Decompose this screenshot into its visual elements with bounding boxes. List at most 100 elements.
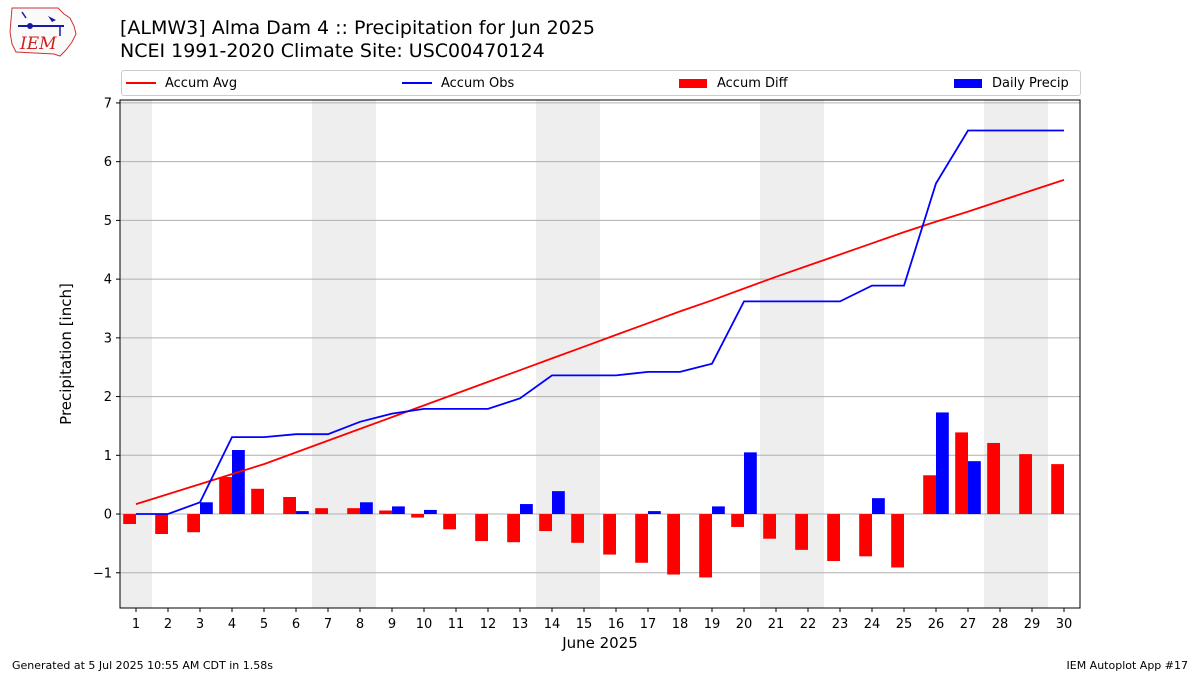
bar-daily-precip-day-14 xyxy=(552,491,565,515)
chart-subtitle: NCEI 1991-2020 Climate Site: USC00470124 xyxy=(120,40,545,62)
x-tick-label-16: 16 xyxy=(608,617,625,632)
x-tick-label-15: 15 xyxy=(576,617,593,632)
x-tick-label-5: 5 xyxy=(260,617,268,632)
bar-daily-precip-day-4 xyxy=(232,450,245,515)
x-tick-label-20: 20 xyxy=(736,617,753,632)
bar-accum-diff-day-21 xyxy=(763,514,776,539)
bar-accum-diff-day-6 xyxy=(283,497,296,515)
y-tick-label-7: 7 xyxy=(104,96,112,111)
x-tick-label-10: 10 xyxy=(416,617,433,632)
bar-daily-precip-day-6 xyxy=(296,511,309,515)
bar-daily-precip-day-9 xyxy=(392,506,405,515)
x-tick-label-1: 1 xyxy=(132,617,140,632)
legend-item-accum-obs: Accum Obs xyxy=(402,71,514,95)
x-tick-label-30: 30 xyxy=(1056,617,1073,632)
bar-accum-diff-day-18 xyxy=(667,514,680,575)
bar-daily-precip-day-10 xyxy=(424,509,437,515)
x-tick-label-28: 28 xyxy=(992,617,1009,632)
bar-accum-diff-day-7 xyxy=(315,508,328,515)
bar-accum-diff-day-17 xyxy=(635,514,648,563)
bar-accum-diff-day-25 xyxy=(891,514,904,568)
x-tick-label-18: 18 xyxy=(672,617,689,632)
iem-logo-icon xyxy=(9,7,77,57)
x-tick-label-27: 27 xyxy=(960,617,977,632)
legend-item-accum-avg: Accum Avg xyxy=(126,71,237,95)
y-tick-label-3: 3 xyxy=(104,331,112,346)
bar-daily-precip-day-27 xyxy=(968,461,981,515)
y-tick-label-0: 0 xyxy=(104,508,112,523)
bar-accum-diff-day-27 xyxy=(955,432,968,515)
legend-item-accum-diff: Accum Diff xyxy=(679,71,788,95)
bar-accum-diff-day-23 xyxy=(827,514,840,562)
x-tick-label-3: 3 xyxy=(196,617,204,632)
y-tick-label-6: 6 xyxy=(104,155,112,170)
x-tick-label-7: 7 xyxy=(324,617,332,632)
bar-accum-diff-day-26 xyxy=(923,475,936,515)
x-tick-label-11: 11 xyxy=(448,617,465,632)
x-tick-label-14: 14 xyxy=(544,617,561,632)
x-tick-label-17: 17 xyxy=(640,617,657,632)
bar-accum-diff-day-16 xyxy=(603,514,616,555)
legend-swatch-accum-obs xyxy=(402,82,432,84)
bar-accum-diff-day-19 xyxy=(699,514,712,578)
series-lines xyxy=(135,129,1065,515)
bar-accum-diff-day-13 xyxy=(507,514,520,543)
y-tick-label-4: 4 xyxy=(104,273,112,288)
legend-label-accum-avg: Accum Avg xyxy=(165,75,238,91)
x-tick-label-29: 29 xyxy=(1024,617,1041,632)
y-tick-label-5: 5 xyxy=(104,214,112,229)
bar-accum-diff-day-9 xyxy=(379,510,392,515)
bar-accum-diff-day-28 xyxy=(987,442,1000,515)
x-axis-label: June 2025 xyxy=(562,634,638,652)
bar-accum-diff-day-3 xyxy=(187,514,200,533)
x-tick-label-12: 12 xyxy=(480,617,497,632)
y-tick-label-2: 2 xyxy=(104,390,112,405)
y-tick-label-1: 1 xyxy=(104,449,112,464)
bar-daily-precip-day-8 xyxy=(360,502,373,515)
weekend-shade-day-8 xyxy=(344,100,376,608)
legend-label-accum-diff: Accum Diff xyxy=(717,75,788,91)
x-tick-label-13: 13 xyxy=(512,617,529,632)
bar-accum-diff-day-24 xyxy=(859,514,872,557)
weekend-shade-day-28 xyxy=(984,100,1016,608)
bar-accum-diff-day-12 xyxy=(475,514,488,542)
bar-accum-diff-day-1 xyxy=(123,514,136,525)
grid-lines xyxy=(120,102,1080,574)
legend-swatch-accum-avg xyxy=(126,82,156,84)
legend-swatch-accum-diff xyxy=(679,78,707,88)
bar-daily-precip-day-3 xyxy=(200,502,213,515)
bar-accum-diff-day-11 xyxy=(443,514,456,530)
x-tick-label-9: 9 xyxy=(388,617,396,632)
legend-label-accum-obs: Accum Obs xyxy=(441,75,515,91)
bar-daily-precip-day-26 xyxy=(936,412,949,515)
plot-frame xyxy=(119,99,1081,609)
bar-daily-precip-day-13 xyxy=(520,504,533,515)
chart-title: [ALMW3] Alma Dam 4 :: Precipitation for … xyxy=(120,17,596,39)
chart-legend: Accum Avg Accum Obs Accum Diff Daily Pre… xyxy=(121,70,1081,96)
bar-accum-diff-day-2 xyxy=(155,514,168,535)
bar-accum-diff-day-29 xyxy=(1019,454,1032,515)
legend-item-daily-precip: Daily Precip xyxy=(954,71,1069,95)
bar-accum-diff-day-5 xyxy=(251,488,264,515)
legend-label-daily-precip: Daily Precip xyxy=(992,75,1069,91)
weekend-shade-day-29 xyxy=(1016,100,1048,608)
footer-app-label: IEM Autoplot App #17 xyxy=(1066,659,1189,672)
legend-swatch-daily-precip xyxy=(954,78,982,88)
weekend-shade-day-1 xyxy=(120,100,152,608)
x-tick-label-22: 22 xyxy=(800,617,817,632)
logo-text: IEM xyxy=(20,34,57,54)
bars xyxy=(123,412,1064,578)
x-tick-label-6: 6 xyxy=(292,617,300,632)
bar-accum-diff-day-30 xyxy=(1051,464,1064,515)
series-line-accum-obs xyxy=(136,129,1064,515)
bar-accum-diff-day-10 xyxy=(411,514,424,518)
bar-daily-precip-day-20 xyxy=(744,452,757,515)
series-line-accum-avg xyxy=(135,179,1065,505)
bar-daily-precip-day-17 xyxy=(648,511,661,515)
x-tick-label-4: 4 xyxy=(228,617,236,632)
x-tick-label-2: 2 xyxy=(164,617,172,632)
x-tick-label-24: 24 xyxy=(864,617,881,632)
x-tick-label-23: 23 xyxy=(832,617,849,632)
x-tick-label-26: 26 xyxy=(928,617,945,632)
